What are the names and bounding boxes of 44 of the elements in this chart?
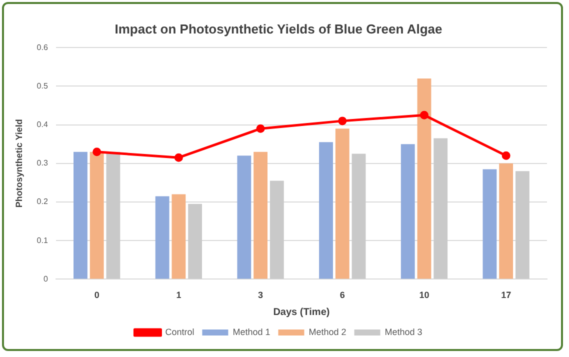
legend-label: Control [165,326,194,337]
point [338,116,347,126]
bar [254,152,268,279]
bar [319,142,333,279]
x-axis-title: Days (Time) [273,306,330,318]
bar [482,169,497,279]
bar [172,194,186,279]
y-tick-label: 0.5 [36,81,48,90]
y-tick-label: 0 [43,274,48,284]
x-tick-label: 0 [94,290,100,300]
y-tick-label: 0.3 [36,158,48,168]
bar [90,152,104,279]
legend-label: Method 2 [308,326,346,337]
x-tick-label: 17 [501,290,512,300]
chart-title: Impact on Photosynthetic Yields of Blue Green Algae [114,21,442,36]
bar [188,204,202,279]
y-tick-label: 0.6 [36,42,48,52]
bar [106,152,120,279]
point [174,153,183,162]
bar [155,196,170,279]
x-tick-label: 10 [419,290,430,300]
bar [499,163,514,279]
point [420,110,428,120]
x-tick-label: 6 [340,290,345,300]
bar [237,156,252,279]
x-tick-label: 3 [258,290,264,300]
y-tick-label: 0.1 [36,236,48,245]
bar [74,152,88,279]
bar [434,138,448,279]
y-tick-label: 0.4 [36,120,48,130]
point [256,124,265,133]
bar [417,78,432,279]
point [502,151,510,160]
x-tick-label: 1 [176,290,182,300]
bar [515,171,530,279]
bar [400,144,415,279]
y-tick-label: 0.2 [36,197,48,206]
legend-label: Method 1 [232,326,270,337]
bar [270,180,284,279]
bar [335,128,350,279]
legend-label: Method 3 [384,326,422,337]
bar [352,154,366,279]
point [92,148,102,156]
y-axis-title: Photosynthetic Yield [14,119,24,208]
